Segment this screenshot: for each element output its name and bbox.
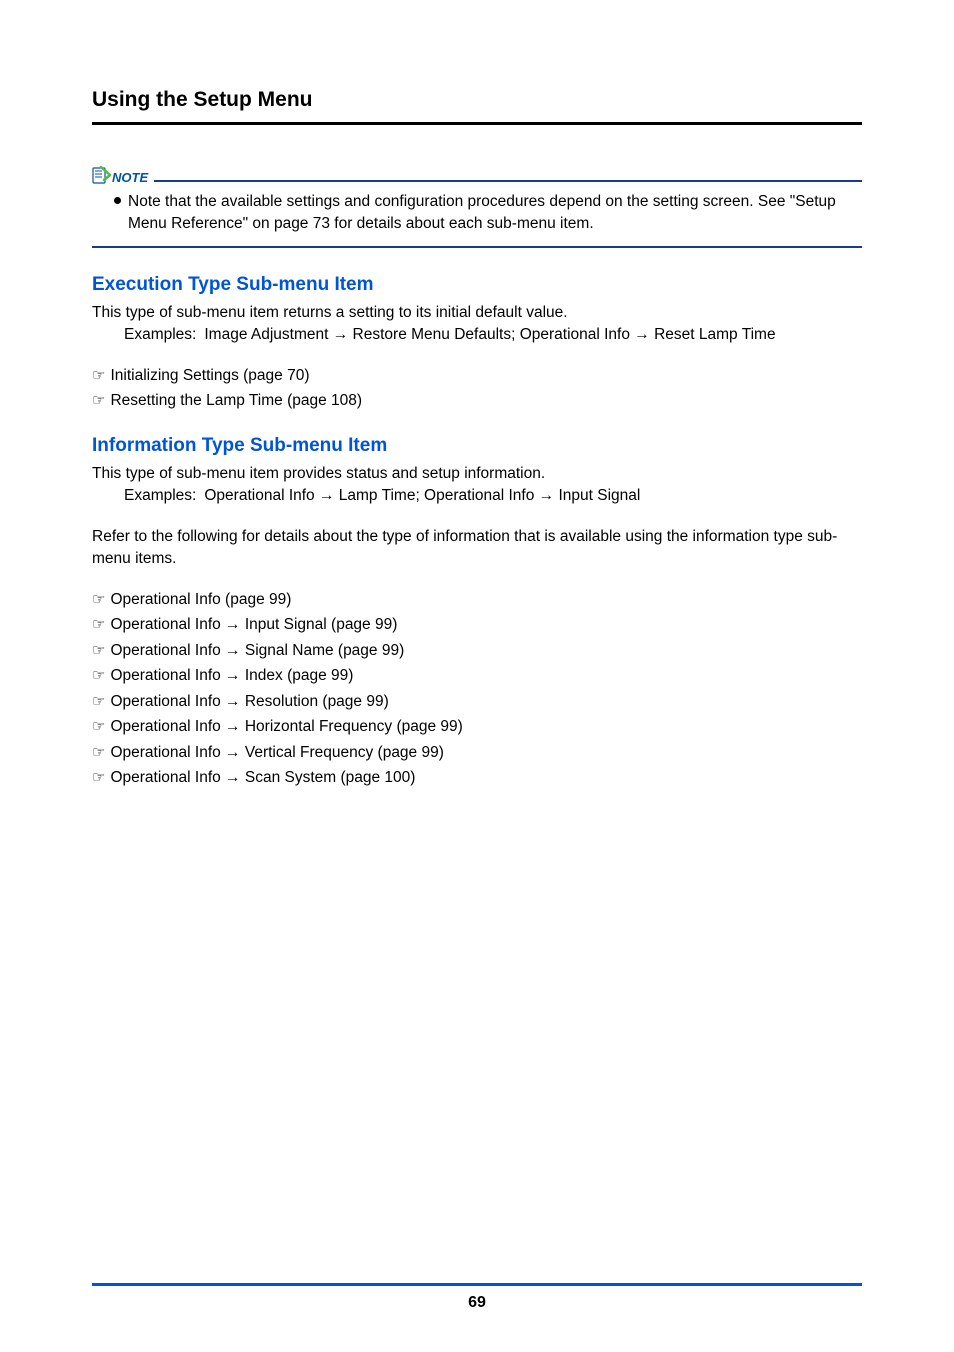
pointing-hand-icon: ☞ [92, 614, 105, 636]
xref-item: ☞ Operational Info → Resolution (page 99… [92, 691, 862, 713]
pointing-hand-icon: ☞ [92, 716, 105, 738]
information-intro: This type of sub-menu item provides stat… [92, 463, 862, 485]
information-heading: Information Type Sub-menu Item [92, 435, 862, 457]
xref-item: ☞ Operational Info → Scan System (page 1… [92, 767, 862, 789]
xref-item: ☞ Operational Info → Vertical Frequency … [92, 742, 862, 764]
execution-xref-list: ☞ Initializing Settings (page 70) ☞ Rese… [92, 365, 862, 413]
pointing-hand-icon: ☞ [92, 589, 105, 611]
page-number: 69 [0, 1294, 954, 1312]
bullet-dot-icon [114, 197, 121, 204]
execution-heading: Execution Type Sub-menu Item [92, 274, 862, 296]
svg-text:NOTE: NOTE [112, 170, 148, 185]
note-bullet: Note that the available settings and con… [114, 191, 862, 236]
information-examples-label: Examples: [124, 485, 204, 507]
xref-item: ☞ Operational Info → Input Signal (page … [92, 614, 862, 636]
pointing-hand-icon: ☞ [92, 691, 105, 713]
pointing-hand-icon: ☞ [92, 742, 105, 764]
xref-item: ☞ Resetting the Lamp Time (page 108) [92, 390, 862, 412]
note-label-row: NOTE [92, 165, 862, 185]
heading-rule [92, 122, 862, 125]
xref-text: Operational Info → Horizontal Frequency … [110, 716, 462, 738]
information-followup: Refer to the following for details about… [92, 526, 862, 571]
note-icon: NOTE [92, 165, 152, 185]
xref-item: ☞ Operational Info (page 99) [92, 589, 862, 611]
pointing-hand-icon: ☞ [92, 365, 105, 387]
execution-examples-label: Examples: [124, 324, 204, 346]
xref-text: Initializing Settings (page 70) [110, 365, 309, 387]
execution-intro: This type of sub-menu item returns a set… [92, 302, 862, 324]
note-top-rule [154, 180, 862, 182]
page-footer: 69 [0, 1283, 954, 1312]
xref-text: Resetting the Lamp Time (page 108) [110, 390, 362, 412]
pointing-hand-icon: ☞ [92, 767, 105, 789]
xref-text: Operational Info → Resolution (page 99) [110, 691, 388, 713]
information-xref-list: ☞ Operational Info (page 99) ☞ Operation… [92, 589, 862, 790]
execution-examples: Image Adjustment → Restore Menu Defaults… [204, 324, 862, 346]
xref-item: ☞ Operational Info → Signal Name (page 9… [92, 640, 862, 662]
xref-text: Operational Info → Index (page 99) [110, 665, 353, 687]
xref-text: Operational Info (page 99) [110, 589, 291, 611]
pointing-hand-icon: ☞ [92, 390, 105, 412]
information-examples-row: Examples: Operational Info → Lamp Time; … [124, 485, 862, 507]
page-heading: Using the Setup Menu [92, 88, 862, 112]
xref-item: ☞ Operational Info → Horizontal Frequenc… [92, 716, 862, 738]
execution-examples-row: Examples: Image Adjustment → Restore Men… [124, 324, 862, 346]
xref-text: Operational Info → Input Signal (page 99… [110, 614, 397, 636]
xref-text: Operational Info → Signal Name (page 99) [110, 640, 404, 662]
xref-item: ☞ Operational Info → Index (page 99) [92, 665, 862, 687]
xref-text: Operational Info → Scan System (page 100… [110, 767, 415, 789]
information-examples: Operational Info → Lamp Time; Operationa… [204, 485, 862, 507]
pointing-hand-icon: ☞ [92, 665, 105, 687]
xref-text: Operational Info → Vertical Frequency (p… [110, 742, 443, 764]
note-bottom-rule [92, 246, 862, 248]
xref-item: ☞ Initializing Settings (page 70) [92, 365, 862, 387]
note-text: Note that the available settings and con… [128, 191, 862, 236]
pointing-hand-icon: ☞ [92, 640, 105, 662]
footer-rule [92, 1283, 862, 1286]
